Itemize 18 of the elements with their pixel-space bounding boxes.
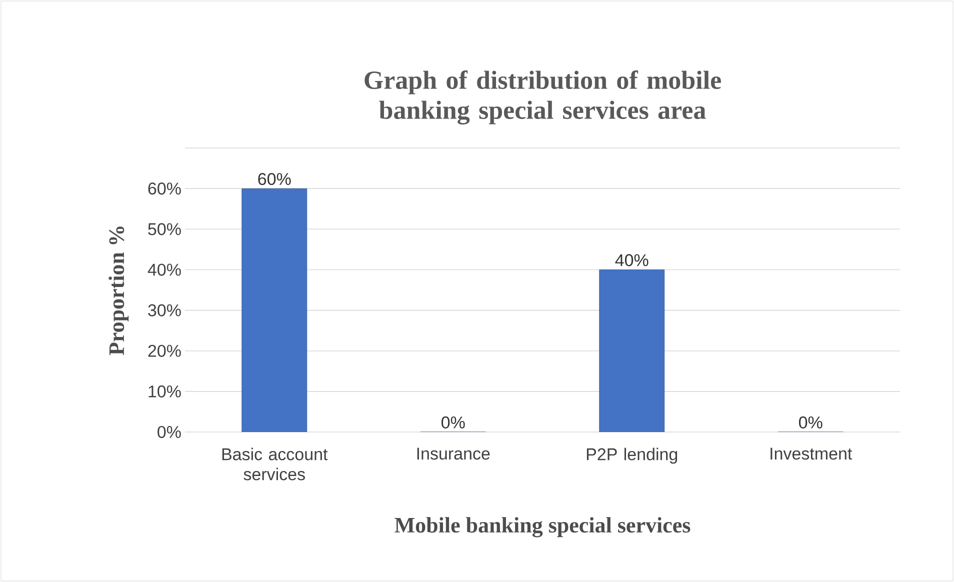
chart-title: Graph of distribution of mobile banking special services area [364, 70, 721, 124]
x-tick-label: P2P lending [586, 448, 678, 464]
y-tick-label: 20% [148, 344, 181, 357]
y-tick-label: 10% [148, 385, 181, 398]
y-tick-label: 40% [148, 264, 181, 276]
x-axis-title: Mobile banking special services [394, 517, 690, 538]
y-tick-label: 60% [148, 182, 181, 195]
y-tick-label: 50% [148, 223, 181, 236]
x-tick-label: Investment [770, 448, 852, 460]
x-tick-label: Basic account services [222, 448, 328, 480]
y-tick-label: 0% [158, 426, 181, 438]
data-label: 60% [258, 173, 291, 186]
data-label: 0% [442, 416, 465, 428]
data-label: 40% [615, 254, 648, 266]
data-label: 0% [799, 416, 822, 428]
y-axis-title: Proportion % [108, 226, 129, 356]
y-tick-label: 30% [148, 304, 181, 316]
x-tick-label: Insurance [417, 448, 490, 460]
